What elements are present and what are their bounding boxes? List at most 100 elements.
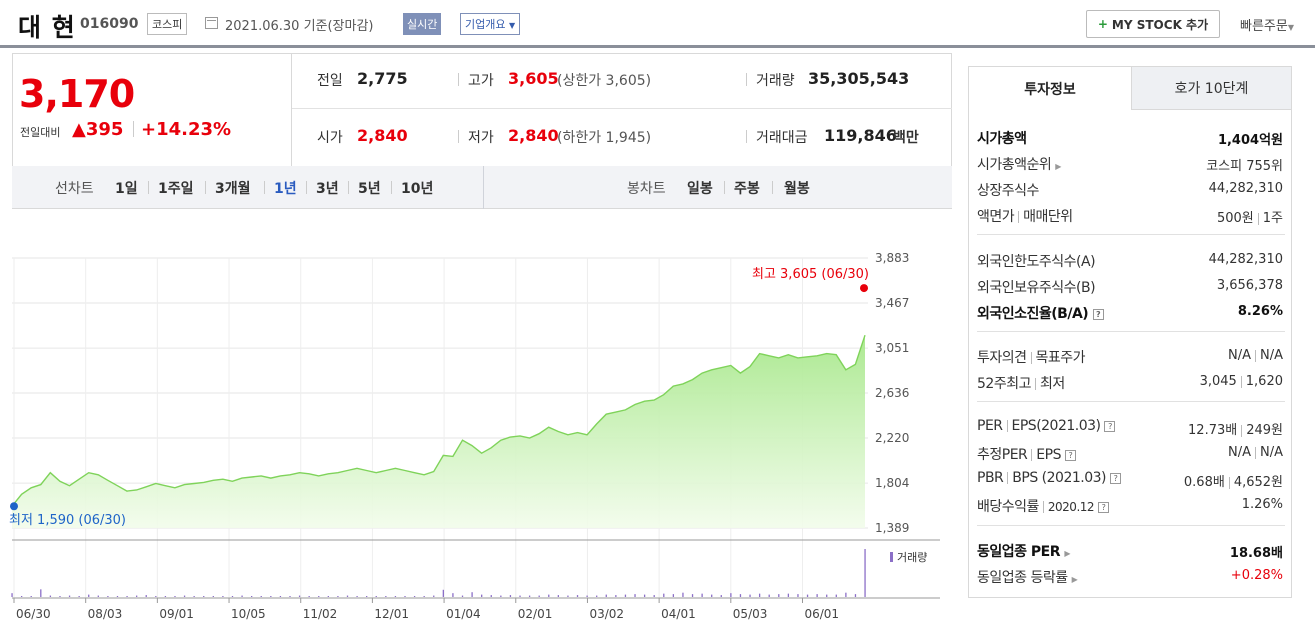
add-mystock-button[interactable]: + MY STOCK 추가: [1086, 10, 1220, 38]
eps-label: EPS(2021.03): [1011, 418, 1102, 434]
volume-bar: [30, 596, 32, 597]
volume-bar: [739, 594, 742, 597]
divider: [348, 181, 349, 194]
est-per-text: 추정PER: [977, 447, 1028, 463]
change-amount: 395: [85, 119, 124, 140]
volume-value: 35,305,543: [808, 69, 910, 88]
candle-monthly[interactable]: 월봉: [784, 181, 810, 197]
help-icon[interactable]: ?: [1064, 449, 1076, 461]
market-cap-label: 시가총액: [977, 131, 1027, 147]
volume-bar: [193, 596, 195, 597]
volume-bar: [68, 595, 71, 597]
volume-bar: [720, 595, 722, 597]
realtime-button[interactable]: 실시간: [403, 13, 442, 35]
candle-weekly[interactable]: 주봉: [734, 181, 760, 197]
industry-rate-label[interactable]: 동일업종 등락률 ▶: [977, 567, 1078, 587]
x-tick-label: 04/01: [661, 607, 696, 621]
week52-high-label: 52주최고: [977, 376, 1031, 392]
cap-rank-text: 시가총액순위: [977, 157, 1052, 173]
week52-value: 3,045 1,620: [1083, 374, 1283, 389]
volume-bar: [509, 595, 512, 597]
volume-bar: [385, 596, 387, 597]
price-chart[interactable]: 3,883 3,467 3,051 2,636 2,220 1,804 1,389 06/3…: [0, 210, 955, 643]
period-5y[interactable]: 5년: [358, 181, 381, 197]
volume-bar: [40, 589, 42, 597]
volume-bar: [59, 596, 61, 597]
date-text: 2021.06.30 기준(장마감): [225, 19, 374, 34]
x-tick-label: 06/01: [804, 607, 839, 621]
x-tick-label: 10/05: [231, 607, 266, 621]
volume-bar: [701, 593, 703, 597]
amount-label: 거래대금: [756, 130, 808, 146]
trade-unit-label: 매매단위: [1023, 209, 1073, 225]
help-icon[interactable]: ?: [1092, 308, 1104, 320]
volume-bar: [97, 595, 99, 597]
x-tick-label: 02/01: [518, 607, 553, 621]
period-bar: [12, 166, 952, 209]
cap-rank-label[interactable]: 시가총액순위 ▶: [977, 154, 1061, 174]
period-1y[interactable]: 1년: [274, 181, 297, 197]
opinion-target-value: N/A N/A: [1083, 348, 1283, 363]
help-icon[interactable]: ?: [1109, 472, 1121, 484]
company-overview-dropdown[interactable]: 기업개요 ▼: [460, 13, 521, 35]
volume-bar: [576, 595, 579, 597]
volume-label: 거래량: [756, 73, 795, 89]
divider: [306, 181, 307, 194]
quick-order-dropdown[interactable]: 빠른주문▼: [1240, 15, 1294, 34]
volume-bar: [155, 596, 157, 597]
y-tick-label: 3,467: [875, 296, 909, 310]
tab-investment-info[interactable]: 투자정보: [969, 67, 1131, 110]
period-1d[interactable]: 1일: [115, 181, 138, 197]
period-1w[interactable]: 1주일: [158, 181, 194, 197]
volume-bar: [519, 595, 521, 597]
period-10y[interactable]: 10년: [401, 181, 434, 197]
volume-bar: [318, 596, 320, 597]
x-axis: 06/30 08/03 09/01 10/05 11/02 12/01 01/04 02/01…: [13, 598, 839, 621]
divider: [292, 108, 952, 109]
volume-bar: [126, 596, 128, 597]
candle-daily[interactable]: 일봉: [687, 181, 713, 197]
divider: [772, 181, 773, 194]
volume-bar: [481, 594, 483, 597]
bps-value: 4,652원: [1233, 475, 1283, 490]
foreign-ratio-text: 외국인소진율(B/A): [977, 306, 1089, 322]
pbr-label: PBR: [977, 470, 1004, 486]
volume-bar: [634, 594, 636, 597]
volume-bar: [394, 596, 397, 597]
period-3y[interactable]: 3년: [316, 181, 339, 197]
volume-bar: [203, 596, 205, 597]
est-per-value: N/A N/A: [1083, 445, 1283, 460]
x-tick-label: 09/01: [159, 607, 194, 621]
period-3m[interactable]: 3개월: [215, 181, 251, 197]
volume-legend: 거래량: [897, 551, 927, 564]
volume-bar: [663, 593, 665, 597]
volume-bar: [567, 595, 569, 597]
per-label: PER: [977, 418, 1003, 434]
investment-panel: [968, 66, 1292, 598]
help-icon[interactable]: ?: [1097, 501, 1109, 513]
volume-bar: [423, 596, 425, 597]
chevron-right-icon: ▶: [1071, 575, 1078, 584]
help-icon[interactable]: ?: [1104, 420, 1116, 432]
min-point: [10, 502, 18, 511]
est-eps-label: EPS: [1036, 447, 1061, 463]
divider: [977, 234, 1285, 235]
industry-per-label[interactable]: 동일업종 PER ▶: [977, 541, 1071, 561]
high-value: 3,605: [508, 69, 559, 88]
volume-bar: [11, 593, 13, 597]
volume-bar: [183, 595, 186, 597]
bps-label: BPS (2021.03): [1012, 470, 1106, 486]
volume-bar: [260, 596, 262, 597]
dividend-label: 배당수익률 2020.12 ?: [977, 496, 1109, 516]
volume-bar: [308, 596, 310, 597]
volume-bar: [346, 595, 349, 597]
foreign-hold-value: 3,656,378: [1216, 278, 1283, 293]
volume-bar: [624, 594, 627, 597]
x-tick-label: 01/04: [446, 607, 481, 621]
tab-quote-10[interactable]: 호가 10단계: [1131, 67, 1291, 110]
market-cap-value: 1,404억원: [1217, 133, 1283, 148]
opinion-value: N/A: [1228, 348, 1251, 363]
foreign-ratio-label: 외국인소진율(B/A) ?: [977, 303, 1104, 323]
volume-bar: [538, 595, 540, 597]
header: [0, 0, 1315, 48]
